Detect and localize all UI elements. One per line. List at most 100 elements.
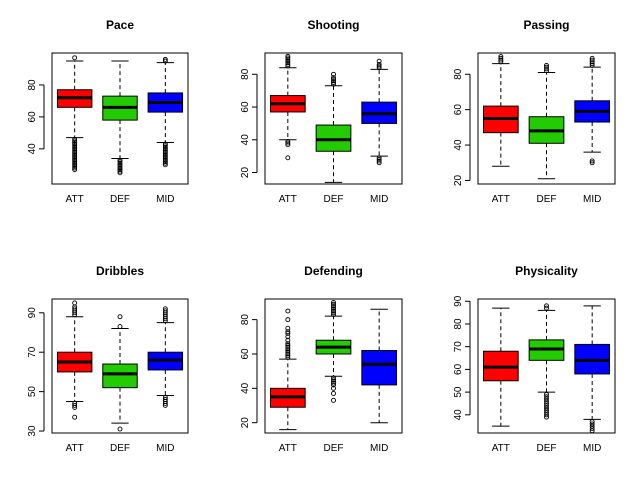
outlier-point: [117, 163, 123, 169]
box-mid: [361, 308, 398, 424]
outlier-point: [72, 146, 78, 152]
outlier-point: [162, 162, 168, 168]
outlier-point: [72, 138, 78, 144]
outlier-point: [589, 421, 595, 427]
outlier-point: [544, 414, 549, 420]
outlier-point: [331, 310, 336, 316]
y-tick-label: 60: [240, 101, 251, 113]
outlier-point: [117, 168, 123, 174]
outlier-point: [162, 152, 168, 158]
outlier-point: [331, 78, 336, 84]
outlier-point: [162, 151, 168, 157]
y-tick-label: 60: [240, 348, 251, 360]
outlier-point: [162, 400, 168, 406]
outlier-point: [376, 58, 382, 64]
outlier-point: [285, 60, 291, 66]
outlier-point: [331, 71, 336, 77]
outlier-point: [589, 55, 595, 61]
outlier-point: [285, 55, 291, 61]
y-tick-label: 80: [453, 318, 464, 330]
outlier-point: [589, 158, 595, 164]
outlier-point: [285, 349, 291, 355]
panel-pace: Pace 40 60 80 ATT DEF MID: [27, 18, 189, 205]
outlier-point: [72, 414, 78, 420]
outlier-point: [72, 152, 78, 158]
outlier-point: [72, 143, 78, 149]
outlier-point: [331, 385, 336, 391]
box-mid: [147, 306, 184, 408]
y-tick-label: 20: [240, 417, 251, 429]
panel-defending: Defending 20 40 60 80 ATT DEF MID: [240, 264, 403, 454]
outlier-point: [589, 423, 595, 429]
iqr-box: [102, 363, 138, 389]
box-att: [482, 307, 519, 427]
outlier-point: [72, 141, 78, 147]
y-tick-label: 80: [240, 314, 251, 326]
outlier-point: [72, 165, 78, 171]
box-att: [269, 308, 306, 431]
outlier-point: [162, 144, 168, 150]
outlier-point: [376, 62, 382, 67]
y-tick-label: 80: [240, 68, 251, 80]
outlier-point: [162, 160, 168, 166]
box-mid: [574, 55, 611, 166]
outlier-point: [331, 303, 336, 309]
outlier-point: [162, 148, 168, 153]
outlier-point: [544, 396, 549, 402]
outlier-point: [331, 308, 336, 314]
y-tick-label: 40: [240, 382, 251, 394]
outlier-point: [285, 344, 291, 350]
x-category-label: DEF: [324, 194, 344, 205]
outlier-point: [544, 305, 549, 311]
outlier-point: [162, 157, 168, 163]
plot-frame: [51, 52, 189, 185]
outlier-point: [117, 324, 123, 330]
outlier-point: [498, 54, 504, 59]
outlier-point: [162, 149, 168, 155]
outlier-point: [331, 301, 336, 307]
outlier-point: [72, 160, 78, 166]
panel-title: Dribbles: [96, 264, 144, 278]
x-category-label: MID: [370, 443, 388, 454]
outlier-point: [72, 144, 78, 150]
outlier-point: [544, 62, 549, 68]
outlier-point: [285, 351, 291, 357]
y-tick-label: 40: [453, 139, 464, 151]
outlier-point: [498, 57, 504, 63]
x-category-label: MID: [583, 194, 601, 205]
outlier-point: [72, 136, 78, 142]
outlier-point: [376, 156, 382, 162]
outlier-point: [376, 155, 382, 161]
outlier-point: [117, 157, 123, 163]
outlier-point: [331, 305, 336, 311]
panel-dribbles: Dribbles 30 50 70 90 ATT DEF MID: [27, 264, 189, 454]
box-def: [315, 71, 352, 183]
outlier-point: [162, 316, 168, 322]
outlier-point: [589, 59, 595, 65]
x-category-label: DEF: [537, 443, 557, 454]
outlier-point: [72, 157, 78, 163]
outlier-point: [162, 146, 168, 152]
outlier-point: [72, 155, 78, 161]
panel-title: Defending: [304, 264, 363, 278]
box-att: [56, 55, 93, 173]
outlier-point: [544, 410, 549, 416]
outlier-point: [331, 380, 336, 386]
y-tick-label: 30: [27, 425, 38, 437]
outlier-point: [285, 346, 291, 352]
panel-title: Physicality: [515, 264, 578, 278]
x-category-label: DEF: [537, 194, 557, 205]
outlier-point: [331, 379, 336, 384]
outlier-point: [285, 317, 291, 323]
outlier-point: [162, 159, 168, 165]
outlier-point: [544, 391, 549, 397]
y-tick-label: 20: [453, 174, 464, 186]
outlier-point: [376, 63, 382, 69]
panel-title: Passing: [523, 18, 569, 32]
x-category-label: ATT: [279, 443, 297, 454]
outlier-point: [162, 56, 168, 62]
outlier-point: [162, 141, 168, 147]
panel-title: Pace: [106, 18, 134, 32]
outlier-point: [285, 155, 291, 161]
